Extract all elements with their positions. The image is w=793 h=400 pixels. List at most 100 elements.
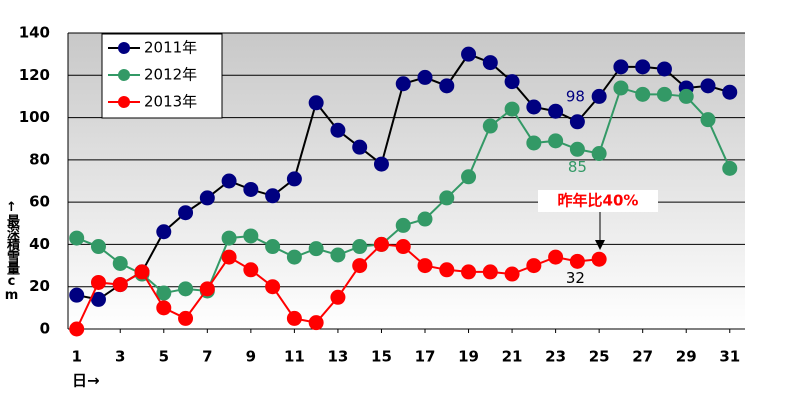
- y-tick-label: 120: [19, 66, 50, 84]
- y-tick-label: 40: [29, 235, 50, 253]
- y-axis-label: ↑最深積雪量cm: [4, 200, 19, 302]
- legend: 2011年 2012年 2013年: [101, 33, 223, 119]
- x-tick-label: 31: [719, 348, 740, 366]
- x-tick-label: 23: [545, 348, 566, 366]
- data-point: [199, 190, 215, 206]
- x-axis-label: 日→: [72, 372, 100, 390]
- data-point: [199, 281, 215, 297]
- data-point: [112, 255, 128, 271]
- data-point: [134, 264, 150, 280]
- data-point: [308, 241, 324, 257]
- data-point: [678, 88, 694, 104]
- data-point: [373, 156, 389, 172]
- data-point: [243, 262, 259, 278]
- x-tick-label: 29: [676, 348, 697, 366]
- data-point: [569, 114, 585, 130]
- annotation-box: [538, 190, 658, 212]
- y-tick-label: 100: [19, 108, 50, 126]
- data-point: [221, 173, 237, 189]
- data-point: [265, 279, 281, 295]
- data-point: [591, 88, 607, 104]
- y-tick-label: 80: [29, 150, 50, 168]
- data-point: [178, 205, 194, 221]
- legend-label: 2013年: [144, 93, 197, 111]
- data-point: [243, 228, 259, 244]
- data-point: [656, 86, 672, 102]
- data-point: [286, 310, 302, 326]
- data-point: [221, 249, 237, 265]
- data-point: [461, 46, 477, 62]
- data-point: [352, 239, 368, 255]
- data-point: [569, 253, 585, 269]
- data-point: [439, 262, 455, 278]
- x-tick-label: 21: [502, 348, 523, 366]
- data-point: [591, 146, 607, 162]
- data-point: [286, 249, 302, 265]
- data-point: [330, 122, 346, 138]
- data-point: [548, 103, 564, 119]
- data-point: [265, 239, 281, 255]
- data-point: [439, 78, 455, 94]
- data-label: 32: [566, 269, 585, 287]
- x-tick-label: 19: [458, 348, 479, 366]
- data-point: [613, 59, 629, 75]
- data-point: [243, 181, 259, 197]
- data-point: [417, 69, 433, 85]
- data-label: 85: [568, 158, 587, 176]
- data-point: [221, 230, 237, 246]
- data-point: [352, 139, 368, 155]
- x-tick-label: 11: [284, 348, 305, 366]
- data-point: [69, 230, 85, 246]
- legend-label: 2012年: [144, 66, 197, 84]
- data-point: [178, 310, 194, 326]
- data-point: [591, 251, 607, 267]
- data-point: [635, 86, 651, 102]
- x-tick-label: 27: [632, 348, 653, 366]
- data-point: [417, 211, 433, 227]
- legend-marker: [118, 96, 130, 108]
- data-point: [395, 217, 411, 233]
- y-tick-label: 60: [29, 193, 50, 211]
- data-point: [482, 264, 498, 280]
- data-label: 98: [566, 87, 585, 105]
- x-tick-label: 25: [589, 348, 610, 366]
- annotation-arrowhead: [595, 240, 605, 250]
- data-point: [265, 188, 281, 204]
- annotation: 昨年比40%: [558, 192, 639, 210]
- data-point: [504, 266, 520, 282]
- data-point: [90, 239, 106, 255]
- data-point: [635, 59, 651, 75]
- data-point: [700, 112, 716, 128]
- data-point: [308, 95, 324, 111]
- data-point: [373, 236, 389, 252]
- data-point: [461, 264, 477, 280]
- x-tick-label: 13: [327, 348, 348, 366]
- x-tick-label: 17: [415, 348, 436, 366]
- y-tick-label: 140: [19, 24, 50, 42]
- data-point: [722, 160, 738, 176]
- x-tick-label: 1: [71, 348, 81, 366]
- x-tick-label: 5: [159, 348, 169, 366]
- data-point: [656, 61, 672, 77]
- y-tick-label: 0: [40, 320, 50, 338]
- y-tick-label: 20: [29, 277, 50, 295]
- data-point: [722, 84, 738, 100]
- data-point: [286, 171, 302, 187]
- data-point: [700, 78, 716, 94]
- data-point: [482, 55, 498, 71]
- data-point: [548, 249, 564, 265]
- x-tick-label: 9: [246, 348, 256, 366]
- data-point: [352, 258, 368, 274]
- data-point: [569, 141, 585, 157]
- data-point: [613, 80, 629, 96]
- data-point: [308, 315, 324, 331]
- legend-marker: [118, 42, 130, 54]
- data-point: [330, 289, 346, 305]
- data-point: [69, 287, 85, 303]
- data-point: [156, 300, 172, 316]
- x-tick-label: 15: [371, 348, 392, 366]
- data-point: [156, 285, 172, 301]
- data-point: [439, 190, 455, 206]
- data-point: [526, 99, 542, 115]
